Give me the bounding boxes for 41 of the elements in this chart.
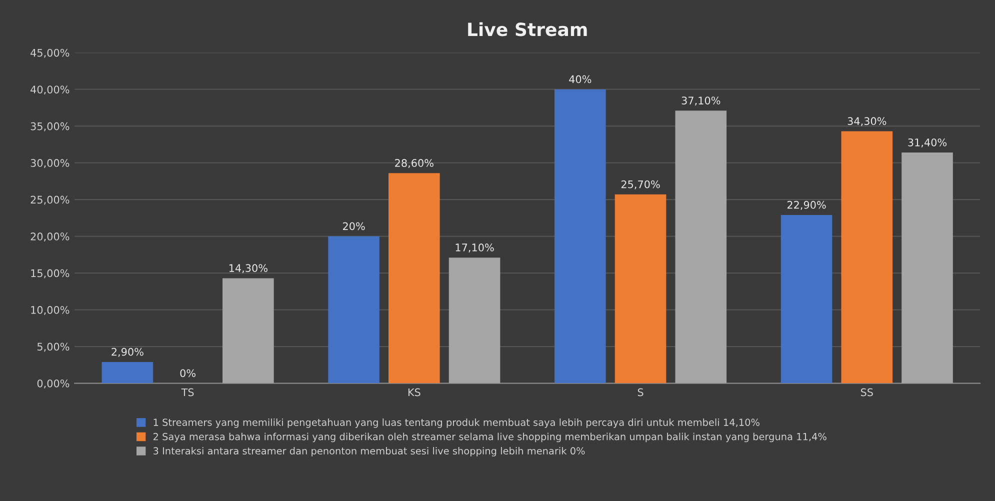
y-tick-label: 0,00% [37,379,70,388]
data-label: 14,30% [229,264,268,274]
data-label: 28,60% [395,159,434,168]
chart-title: Live Stream [468,22,587,36]
y-tick-label: 45,00% [30,48,70,58]
data-label: 34,30% [848,117,886,126]
data-label: 0% [180,369,196,378]
x-tick-label: KS [408,388,420,396]
y-tick-label: 20,00% [30,232,70,242]
bar [222,278,274,384]
data-label: 20% [342,222,365,230]
bar [780,214,832,384]
legend-label: 1 Streamers yang memiliki pengetahuan yang luas tentang produk membuat saya lebih percaya diri untuk membeli 14,10% [154,418,760,428]
data-label: 31,40% [908,138,947,148]
bar [388,173,440,384]
x-tick-label: TS [181,388,194,396]
legend-label: 3 Interaksi antara streamer dan penonton membuat sesi live shopping lebih menarik 0% [153,447,585,456]
bar [328,236,380,384]
bar [675,110,727,384]
y-tick-label: 30,00% [30,159,70,168]
y-tick-label: 10,00% [31,306,70,315]
data-label: 37,10% [682,96,720,106]
bar [902,152,953,384]
data-label: 25,70% [621,180,660,190]
bar [102,362,154,384]
bar [554,89,606,384]
y-tick-label: 35,00% [30,122,70,132]
x-tick-label: SS [860,388,873,396]
bar [614,194,666,384]
bar [841,131,893,384]
y-tick-label: 40,00% [30,86,70,95]
data-label: 17,10% [456,244,494,252]
y-tick-label: 5,00% [37,342,70,352]
data-label: 2,90% [112,348,144,357]
bar [448,258,500,384]
data-label: 22,90% [787,200,826,210]
legend-label: 2 Saya merasa bahwa informasi yang diberikan oleh streamer selama live shopping memberikan umpan balik instan yang berguna 11,4% [153,432,826,442]
x-tick-label: S [638,388,644,396]
y-tick-label: 15,00% [31,269,70,278]
data-label: 40% [569,75,592,84]
y-tick-label: 25,00% [30,196,70,205]
